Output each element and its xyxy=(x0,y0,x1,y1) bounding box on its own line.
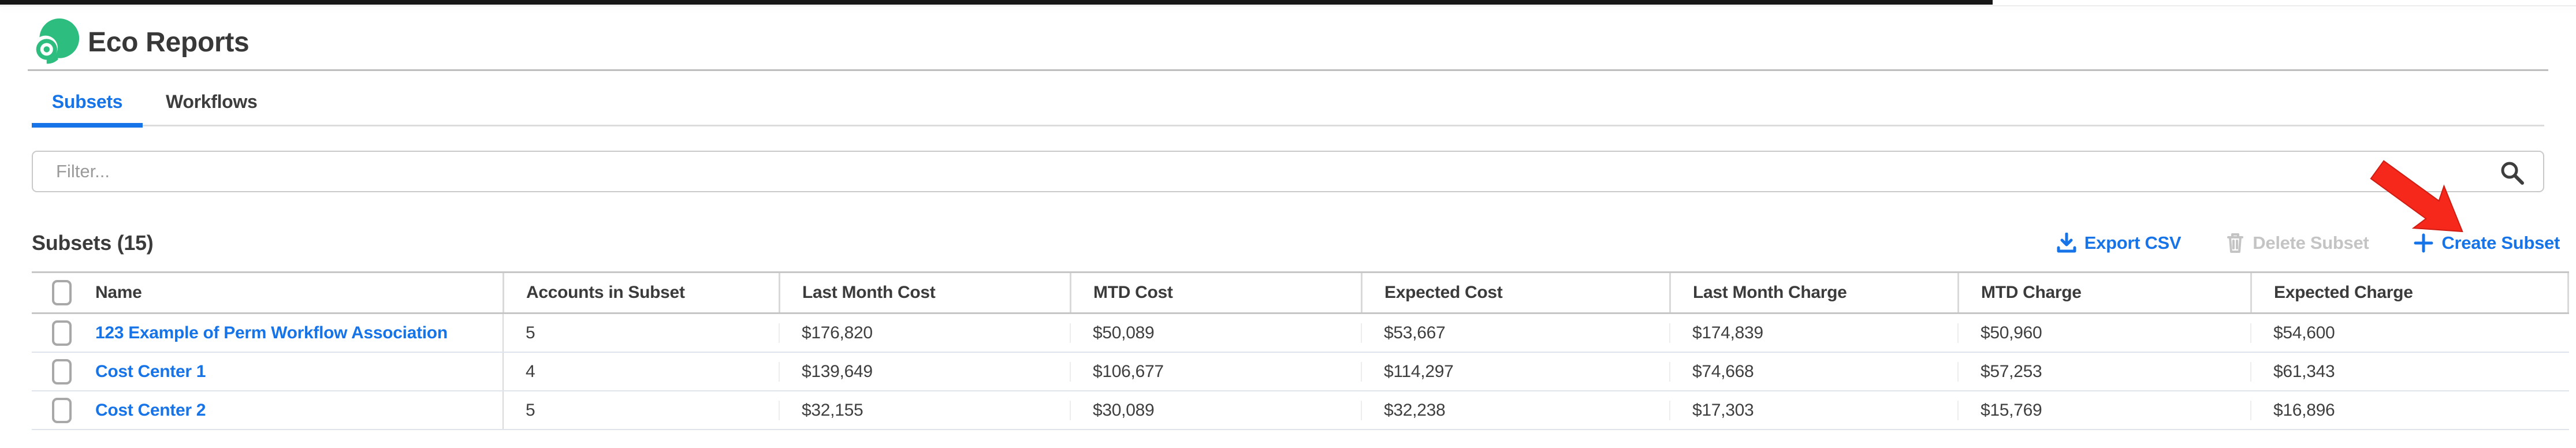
header-cell-expected-cost: Expected Cost xyxy=(1361,273,1669,312)
last-month-charge: $174,839 xyxy=(1669,323,1957,343)
header-cell-last-month-cost: Last Month Cost xyxy=(779,273,1070,312)
tabs-baseline xyxy=(143,125,2544,126)
export-csv-label: Export CSV xyxy=(2084,233,2182,253)
mtd-charge: $57,253 xyxy=(1957,361,2250,382)
search-icon[interactable] xyxy=(2499,160,2525,185)
row-name-cell: Cost Center 1 xyxy=(32,359,502,384)
row-name-cell: Cost Center 2 xyxy=(32,397,502,423)
table-header-row: Name Accounts in Subset Last Month Cost … xyxy=(32,271,2569,314)
header-divider xyxy=(28,69,2548,71)
mtd-cost: $50,089 xyxy=(1070,323,1361,343)
last-month-cost: $139,649 xyxy=(779,361,1070,382)
actions-toolbar: Export CSV Delete Subset Create Subset xyxy=(2057,232,2560,254)
expected-cost: $32,238 xyxy=(1361,400,1669,420)
mtd-charge: $15,769 xyxy=(1957,400,2250,420)
table-row: 123 Example of Perm Workflow Association… xyxy=(32,314,2569,353)
plus-icon xyxy=(2414,233,2433,253)
header-cell-last-month-charge: Last Month Charge xyxy=(1669,273,1957,312)
row-checkbox[interactable] xyxy=(52,397,72,423)
delete-subset-label: Delete Subset xyxy=(2253,233,2369,253)
row-checkbox[interactable] xyxy=(52,320,72,346)
accounts-in-subset: 5 xyxy=(502,391,779,429)
row-checkbox[interactable] xyxy=(52,359,72,384)
expected-charge: $16,896 xyxy=(2250,400,2569,420)
active-tab-underline xyxy=(32,123,143,128)
trash-icon xyxy=(2227,233,2244,253)
last-month-cost: $176,820 xyxy=(779,323,1070,343)
expected-cost: $53,667 xyxy=(1361,323,1669,343)
delete-subset-button[interactable]: Delete Subset xyxy=(2226,232,2369,254)
select-all-checkbox[interactable] xyxy=(52,280,72,305)
mtd-charge: $50,960 xyxy=(1957,323,2250,343)
window-top-bar xyxy=(0,0,1993,5)
subset-name-link[interactable]: Cost Center 1 xyxy=(95,361,206,381)
row-name-cell: 123 Example of Perm Workflow Association xyxy=(32,320,502,346)
header-cell-expected-charge: Expected Charge xyxy=(2250,273,2569,312)
tab-workflows[interactable]: Workflows xyxy=(166,91,258,112)
header-cell-mtd-charge: MTD Charge xyxy=(1957,273,2250,312)
filter-box xyxy=(32,151,2544,192)
expected-cost: $114,297 xyxy=(1361,361,1669,382)
mtd-cost: $30,089 xyxy=(1070,400,1361,420)
header-cell-accounts: Accounts in Subset xyxy=(502,273,779,312)
section-heading: Subsets (15) xyxy=(32,231,154,255)
filter-input[interactable] xyxy=(33,152,2543,191)
header-cell-name: Name xyxy=(32,273,502,312)
page-title: Eco Reports xyxy=(88,27,250,58)
eco-logo-icon xyxy=(33,18,80,64)
top-divider xyxy=(0,5,2576,6)
create-subset-button[interactable]: Create Subset xyxy=(2414,233,2560,253)
expected-charge: $54,600 xyxy=(2250,323,2569,343)
accounts-in-subset: 4 xyxy=(502,353,779,390)
download-icon xyxy=(2057,233,2076,253)
subset-name-link[interactable]: 123 Example of Perm Workflow Association xyxy=(95,323,448,342)
subset-name-link[interactable]: Cost Center 2 xyxy=(95,400,206,420)
last-month-cost: $32,155 xyxy=(779,400,1070,420)
last-month-charge: $17,303 xyxy=(1669,400,1957,420)
expected-charge: $61,343 xyxy=(2250,361,2569,382)
last-month-charge: $74,668 xyxy=(1669,361,1957,382)
table-row: Cost Center 2 5 $32,155 $30,089 $32,238 … xyxy=(32,391,2569,430)
export-csv-button[interactable]: Export CSV xyxy=(2057,233,2182,253)
header-cell-mtd-cost: MTD Cost xyxy=(1070,273,1361,312)
accounts-in-subset: 5 xyxy=(502,314,779,352)
subsets-table: Name Accounts in Subset Last Month Cost … xyxy=(32,271,2569,430)
table-row: Cost Center 1 4 $139,649 $106,677 $114,2… xyxy=(32,353,2569,391)
column-label: Name xyxy=(95,283,142,302)
create-subset-label: Create Subset xyxy=(2441,233,2560,253)
mtd-cost: $106,677 xyxy=(1070,361,1361,382)
tab-subsets[interactable]: Subsets xyxy=(51,91,123,112)
